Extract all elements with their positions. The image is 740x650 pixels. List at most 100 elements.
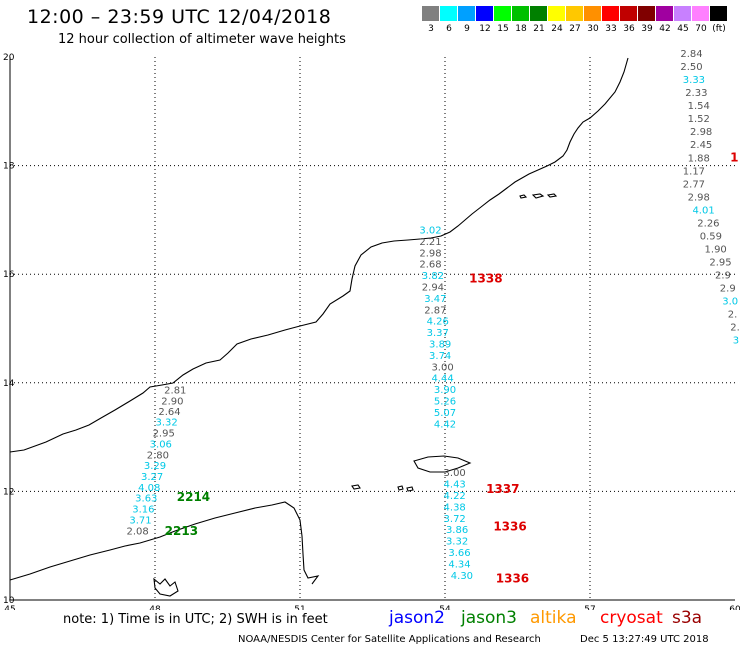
wave-height-value: 2.84 xyxy=(680,49,702,60)
scale-swatch xyxy=(566,6,583,21)
legend-satellite-cryosat: cryosat xyxy=(600,608,663,628)
legend-satellite-s3a: s3a xyxy=(672,608,703,628)
scale-label: 12 xyxy=(479,24,491,34)
wave-height-value: 3.82 xyxy=(422,271,444,282)
lat-tick-label: 20 xyxy=(3,53,15,63)
note-text: note: 1) Time is in UTC; 2) SWH is in fe… xyxy=(63,612,328,627)
lat-tick-label: 18 xyxy=(3,162,15,172)
map-frame xyxy=(9,57,735,601)
islet xyxy=(406,486,414,492)
wave-height-value: 2.64 xyxy=(158,407,180,418)
islet xyxy=(153,577,179,597)
wave-height-value: 1.52 xyxy=(688,114,710,125)
scale-swatch xyxy=(692,6,709,21)
axis-tick-labels: 45 48 51 54 57 60 20 18 16 14 12 10 xyxy=(3,53,740,610)
wave-height-value: 1.88 xyxy=(688,153,710,164)
wave-height-value: 2.9 xyxy=(715,271,731,282)
wave-height-value: 4.26 xyxy=(427,317,449,328)
wave-height-value: 4.34 xyxy=(448,559,470,570)
wave-height-value: 2.21 xyxy=(419,237,441,248)
scale-label: 36 xyxy=(623,24,635,34)
wave-height-value: 4.30 xyxy=(451,571,473,582)
wave-height-value: 2.98 xyxy=(419,248,441,259)
lon-tick-label: 51 xyxy=(294,605,305,610)
wave-height-value: 3.71 xyxy=(129,515,151,526)
wave-height-value: 2.9 xyxy=(720,284,736,295)
wave-height-value: 5.07 xyxy=(434,408,456,419)
pass-time-label: 1336 xyxy=(493,519,526,533)
wave-height-value: 3.02 xyxy=(419,225,441,236)
wave-height-value: 3.29 xyxy=(144,461,166,472)
legend-satellite-jason3: jason3 xyxy=(461,608,517,628)
wave-height-value: 2.90 xyxy=(161,397,183,408)
pass-time-label: 1336 xyxy=(496,572,529,586)
scale-swatch xyxy=(656,6,673,21)
wave-height-value: 2.33 xyxy=(685,88,707,99)
lat-tick-label: 14 xyxy=(3,379,15,389)
wave-height-value: 2.95 xyxy=(709,258,731,269)
scale-label: 24 xyxy=(551,24,563,34)
wave-height-value: 3.63 xyxy=(135,494,157,505)
scale-swatch xyxy=(548,6,565,21)
scale-label: 6 xyxy=(446,24,452,34)
scale-swatch xyxy=(458,6,475,21)
wave-height-value: 4.44 xyxy=(431,374,453,385)
scale-swatch xyxy=(674,6,691,21)
scale-label: 39 xyxy=(641,24,653,34)
wave-height-value: 3.90 xyxy=(434,385,456,396)
scale-swatch xyxy=(512,6,529,21)
wave-height-value: 2.77 xyxy=(683,179,705,190)
wave-height-value: 2.80 xyxy=(147,450,169,461)
coastline xyxy=(9,57,629,597)
pass-time-label: 2214 xyxy=(177,490,210,504)
scale-label: 3 xyxy=(428,24,434,34)
wave-height-value: 4.42 xyxy=(434,419,456,430)
lat-tick-label: 12 xyxy=(3,487,14,497)
legend-satellite-jason2: jason2 xyxy=(389,608,445,628)
islet xyxy=(546,193,558,198)
scale-label: 9 xyxy=(464,24,470,34)
scale-swatch xyxy=(476,6,493,21)
wave-height-value: 3.72 xyxy=(444,514,466,525)
pass-time-label: 1338 xyxy=(469,271,502,285)
wave-height-value: 3.86 xyxy=(446,525,468,536)
islet xyxy=(519,194,528,199)
somali-coastline xyxy=(9,501,320,585)
arabian-coastline xyxy=(9,57,629,453)
altimeter-tracks: 2.812.902.643.322.953.062.803.293.274.08… xyxy=(126,49,739,582)
wave-height-value: 2.87 xyxy=(424,305,446,316)
map-title: 12:00 – 23:59 UTC 12/04/2018 xyxy=(27,6,332,28)
wave-height-value: 3.27 xyxy=(141,472,163,483)
wave-height-value: 2. xyxy=(728,310,738,321)
wave-height-value: 2.95 xyxy=(153,429,175,440)
wave-height-value: 4.22 xyxy=(444,491,466,502)
wave-height-value: 3.0 xyxy=(722,297,738,308)
wave-height-value: 2.45 xyxy=(690,140,712,151)
wave-height-value: 3.74 xyxy=(429,351,451,362)
wave-height-value: 2.68 xyxy=(419,260,441,271)
wave-height-value: 4.43 xyxy=(444,480,466,491)
lon-tick-label: 45 xyxy=(4,605,15,610)
wave-height-value: 3.32 xyxy=(446,537,468,548)
wave-height-value: 5.26 xyxy=(434,397,456,408)
graticule-grid xyxy=(10,57,735,600)
wave-height-value: 3.66 xyxy=(448,548,470,559)
wave-height-value: 1.90 xyxy=(705,244,727,255)
wave-height-value: 3.37 xyxy=(427,328,449,339)
scale-swatch xyxy=(530,6,547,21)
scale-label: 45 xyxy=(677,24,689,34)
islet xyxy=(531,193,545,199)
map-subtitle: 12 hour collection of altimeter wave hei… xyxy=(58,32,346,47)
pass-time-label: 1 xyxy=(730,150,738,164)
credit-text: NOAA/NESDIS Center for Satellite Applica… xyxy=(238,634,541,645)
wave-height-value: 3.06 xyxy=(150,439,172,450)
scale-swatch xyxy=(602,6,619,21)
lat-tick-label: 10 xyxy=(3,596,15,606)
wave-height-value: 3 xyxy=(733,336,739,347)
legend-satellite-altika: altika xyxy=(530,608,577,628)
wave-height-value: 2.50 xyxy=(680,62,702,73)
wave-height-value: 3.32 xyxy=(155,418,177,429)
scale-label: 42 xyxy=(659,24,671,34)
wave-height-value: 2. xyxy=(730,323,740,334)
